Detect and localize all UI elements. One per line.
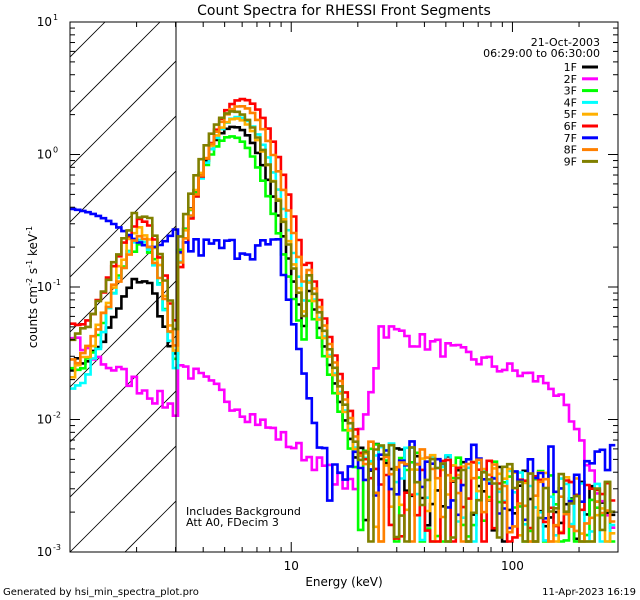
legend-label: 2F	[564, 73, 577, 86]
axis-ticks	[69, 22, 619, 553]
footer-timestamp: 11-Apr-2023 16:19	[542, 587, 636, 598]
hatch-line	[70, 445, 176, 552]
hatch-line	[620, 0, 640, 552]
hatch-line	[70, 22, 161, 113]
y-axis-label: counts cm-2 s-1 keV-1	[25, 226, 40, 348]
series-layer	[70, 97, 616, 543]
chart-title: Count Spectra for RHESSI Front Segments	[197, 3, 491, 19]
y-tick-label: 10	[37, 148, 52, 162]
y-axis-label-mid: s	[26, 268, 40, 278]
annotation-attenuator: Att A0, FDecim 3	[186, 516, 279, 529]
y-axis-label-mid2: keV	[26, 233, 40, 260]
y-tick-label-exponent: -3	[53, 543, 61, 552]
y-tick-label: 10	[37, 413, 52, 427]
legend-label: 6F	[564, 120, 577, 133]
annotation-background: Includes Background	[186, 505, 301, 518]
y-tick-label-exponent: 1	[53, 13, 58, 22]
legend-label: 4F	[564, 96, 577, 109]
y-axis-label-exp3: -1	[25, 226, 34, 234]
hatch-line	[70, 60, 176, 168]
y-axis-label-main: counts cm	[26, 286, 40, 348]
x-tick-label: 10	[284, 559, 299, 573]
series-9F-line	[70, 110, 616, 543]
excluded-energy-hatch	[0, 0, 640, 552]
y-axis-label-exp2: -1	[25, 260, 34, 268]
y-tick-label: 10	[37, 15, 52, 29]
time-range-label: 06:29:00 to 06:30:00	[483, 47, 600, 60]
y-axis-label-exp1: -2	[25, 278, 34, 286]
date-label: 21-Oct-2003	[531, 36, 600, 49]
legend-label: 5F	[564, 108, 577, 121]
y-tick-label: 10	[37, 280, 52, 294]
hatch-line	[70, 170, 176, 278]
x-axis-label: Energy (keV)	[305, 575, 382, 589]
x-tick-label: 100	[501, 559, 524, 573]
footer-generated-by: Generated by hsi_min_spectra_plot.pro	[3, 587, 199, 598]
hatch-line	[70, 22, 106, 58]
y-tick-label-exponent: -2	[53, 411, 61, 420]
legend-label: 7F	[564, 132, 577, 145]
y-tick-label-exponent: -1	[53, 278, 61, 287]
legend-label: 9F	[564, 155, 577, 168]
y-tick-label-exponent: 0	[53, 146, 58, 155]
hatch-line	[0, 0, 10, 552]
legend-label: 1F	[564, 61, 577, 74]
hatch-line	[0, 0, 120, 552]
legend-label: 3F	[564, 85, 577, 98]
y-tick-label: 10	[37, 545, 52, 559]
hatch-line	[70, 390, 176, 498]
legend-label: 8F	[564, 144, 577, 157]
